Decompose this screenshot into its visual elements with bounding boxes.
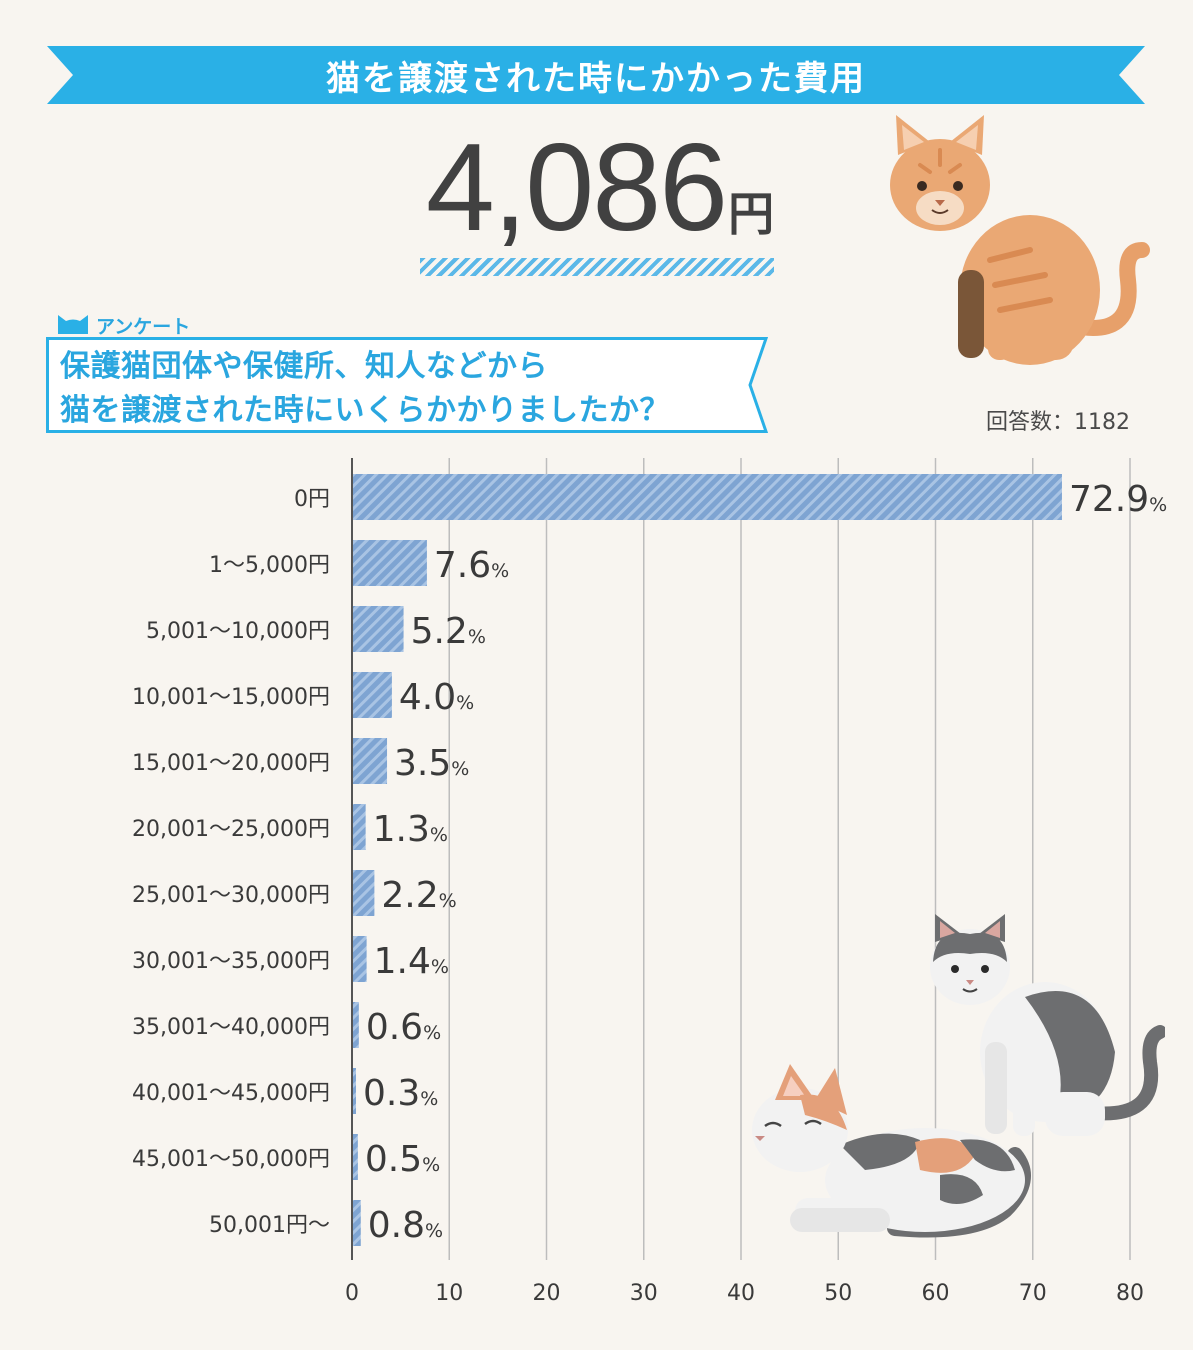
calico-cat-illustration [752,1064,1031,1238]
banner-ribbon-shape [47,46,1145,104]
bar [353,672,392,718]
value-suffix: % [431,956,449,978]
value-suffix: % [1149,494,1167,516]
value-suffix: % [439,890,457,912]
value-suffix: % [468,626,486,648]
orange-tabby-cat-illustration [890,115,1150,365]
question-box: 保護猫団体や保健所、知人などから 猫を譲渡された時にいくらかかりましたか？ [46,337,768,433]
category-label: 25,001〜30,000円 [132,883,330,908]
value-label: 0.3% [363,1073,438,1114]
bar [353,1068,356,1114]
x-tick-label: 80 [1116,1281,1144,1306]
value-label: 72.9% [1069,479,1167,520]
value-label: 0.8% [368,1205,443,1246]
value-label: 5.2% [411,611,486,652]
x-tick-label: 20 [533,1281,561,1306]
x-tick-label: 70 [1019,1281,1047,1306]
x-tick-label: 10 [435,1281,463,1306]
bar [353,1134,358,1180]
value-suffix: % [451,758,469,780]
gray-white-cat-illustration [930,914,1165,1136]
value-suffix: % [430,824,448,846]
chart-title: 猫を譲渡された時にかかった費用 [326,58,866,99]
bar [353,804,366,850]
question-box-frame [46,337,768,433]
bar [353,474,1062,520]
category-label: 35,001〜40,000円 [132,1015,330,1040]
category-label: 5,001〜10,000円 [146,619,330,644]
category-label: 20,001〜25,000円 [132,817,330,842]
value-label: 0.6% [366,1007,441,1048]
bar [353,606,404,652]
bar [353,936,367,982]
category-label: 1〜5,000円 [209,553,330,578]
value-suffix: % [491,560,509,582]
cat-ear-icon [56,312,90,338]
bar [353,1002,359,1048]
value-suffix: % [422,1154,440,1176]
value-suffix: % [456,692,474,714]
value-label: 0.5% [365,1139,440,1180]
category-label: 40,001〜45,000円 [132,1081,330,1106]
value-label: 2.2% [381,875,456,916]
survey-tag-label: アンケート [96,315,191,338]
value-suffix: % [420,1088,438,1110]
bar [353,540,427,586]
category-label: 50,001円〜 [209,1213,330,1238]
category-label: 45,001〜50,000円 [132,1147,330,1172]
average-cost: 4,086 円 [420,118,780,258]
value-label: 4.0% [399,677,474,718]
category-label: 30,001〜35,000円 [132,949,330,974]
value-label: 1.4% [374,941,449,982]
striped-underline [420,258,774,276]
average-cost-value: 4,086 [425,119,728,257]
x-tick-label: 50 [824,1281,852,1306]
title-banner: 猫を譲渡された時にかかった費用 [47,46,1145,104]
value-label: 3.5% [394,743,469,784]
value-suffix: % [425,1220,443,1242]
category-label: 10,001〜15,000円 [132,685,330,710]
x-tick-label: 40 [727,1281,755,1306]
question-line-2: 猫を譲渡された時にいくらかかりましたか？ [60,393,670,428]
response-count: 回答数：1182 [986,410,1130,435]
bar [353,1200,361,1246]
x-tick-label: 0 [345,1281,359,1306]
x-tick-label: 30 [630,1281,658,1306]
value-label: 1.3% [373,809,448,850]
x-tick-label: 60 [922,1281,950,1306]
question-line-1: 保護猫団体や保健所、知人などから [60,349,548,384]
value-suffix: % [423,1022,441,1044]
category-label: 15,001〜20,000円 [132,751,330,776]
bar [353,738,388,784]
survey-tag: アンケート [56,311,190,339]
average-cost-unit: 円 [728,187,775,241]
value-label: 7.6% [434,545,509,586]
category-label: 0円 [294,487,330,512]
bar [353,870,375,916]
